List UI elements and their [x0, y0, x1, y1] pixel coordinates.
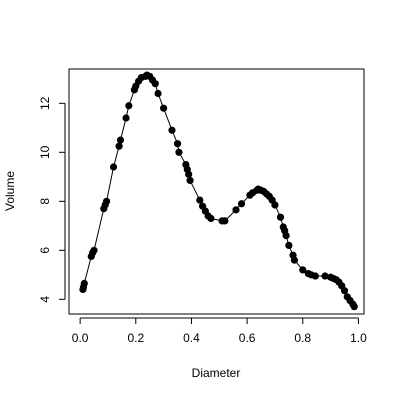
- y-tick-label: 4: [38, 296, 52, 303]
- data-point: [151, 80, 159, 88]
- y-tick-label: 12: [38, 96, 52, 110]
- data-point: [311, 272, 319, 280]
- plot-layer: [79, 71, 358, 311]
- data-point: [282, 232, 290, 240]
- data-point: [340, 287, 349, 295]
- data-point: [185, 170, 193, 178]
- data-point: [160, 104, 168, 112]
- data-point: [80, 279, 88, 287]
- data-point: [285, 241, 293, 249]
- series-line: [82, 74, 355, 307]
- x-tick-label: 0.6: [239, 331, 256, 345]
- y-tick-label: 8: [38, 198, 52, 205]
- data-point: [271, 201, 279, 209]
- data-point: [186, 176, 194, 185]
- data-point: [232, 206, 240, 214]
- data-point: [290, 256, 299, 264]
- plot-frame: [68, 68, 365, 315]
- data-point: [221, 217, 229, 225]
- data-point: [90, 246, 98, 254]
- data-point: [321, 272, 329, 280]
- axis-layer: 0.0 0.2 0.4 0.6 0.8 1.0 4 6 8 10 12: [38, 96, 367, 345]
- data-point: [154, 89, 162, 98]
- data-point: [207, 214, 215, 223]
- data-point: [109, 163, 118, 171]
- data-point: [122, 114, 130, 122]
- data-point: [115, 142, 123, 150]
- data-point: [175, 148, 183, 156]
- data-point: [116, 136, 125, 144]
- x-tick-label: 0.0: [72, 331, 89, 345]
- data-point: [173, 140, 182, 148]
- data-point: [125, 102, 133, 110]
- data-point: [168, 126, 176, 134]
- data-point: [350, 303, 358, 311]
- x-tick-label: 0.4: [183, 331, 200, 345]
- x-tick-label: 1.0: [350, 331, 367, 345]
- y-tick-label: 6: [38, 247, 52, 254]
- data-point: [276, 213, 285, 221]
- x-tick-label: 0.8: [294, 331, 311, 345]
- data-point: [237, 200, 246, 208]
- data-point: [299, 266, 307, 274]
- data-point: [196, 196, 204, 204]
- y-tick-label: 10: [38, 145, 52, 159]
- data-point: [102, 197, 111, 205]
- x-tick-label: 0.2: [127, 331, 144, 345]
- y-axis-title: Volume: [3, 171, 17, 211]
- x-axis-title: Diameter: [192, 366, 241, 380]
